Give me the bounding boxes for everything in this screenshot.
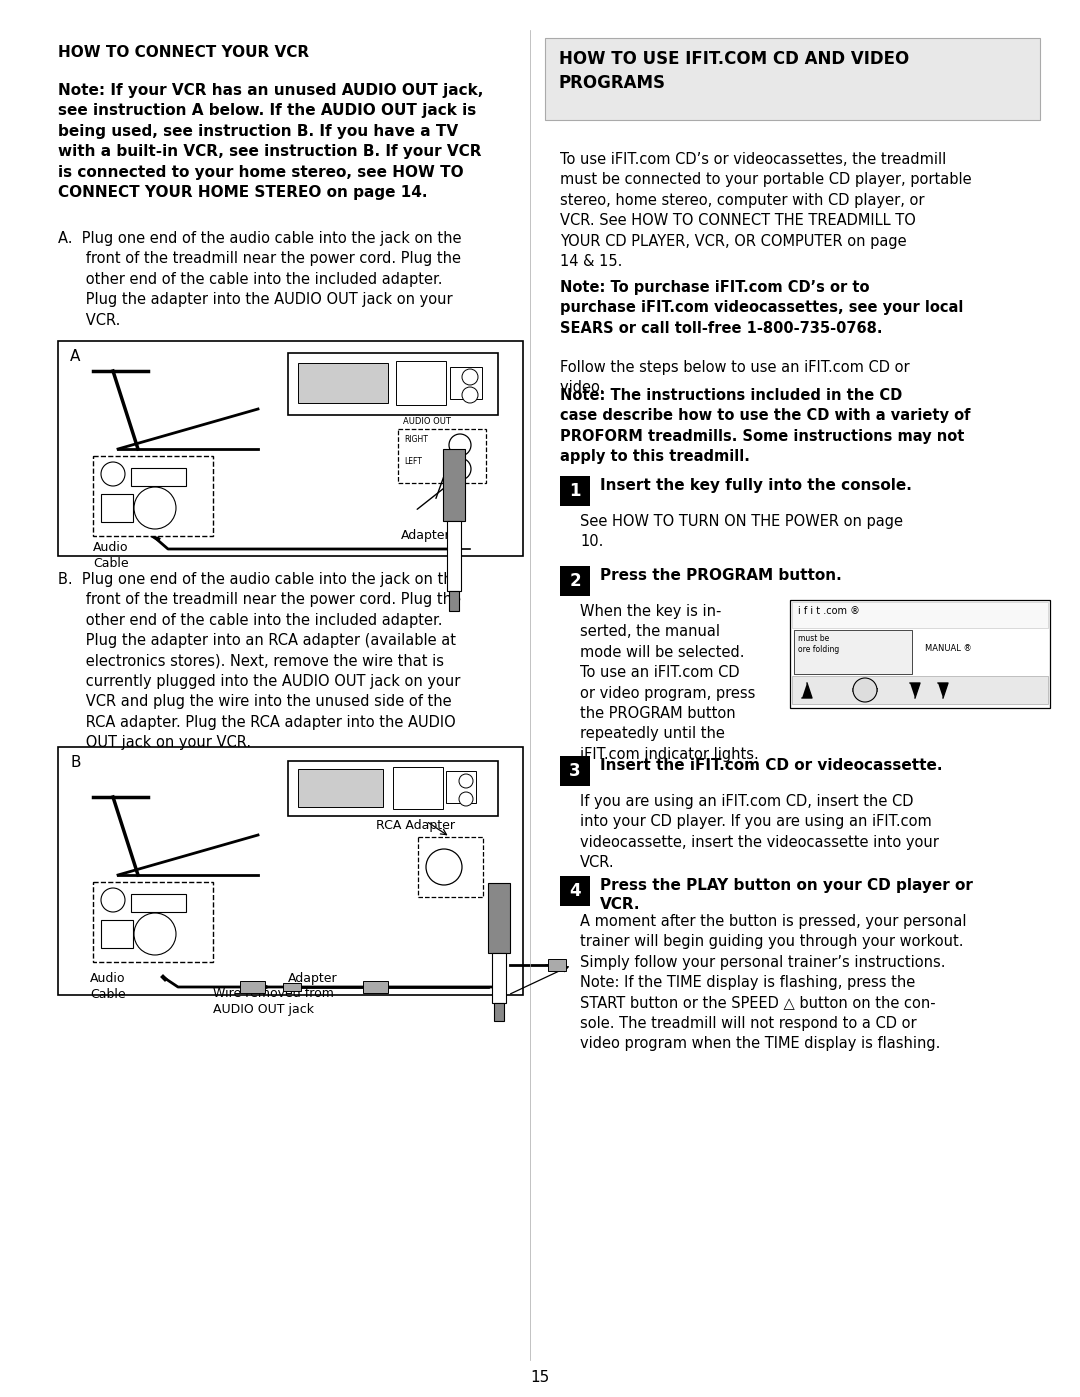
Bar xyxy=(545,38,1040,120)
Text: Press the PROGRAM button.: Press the PROGRAM button. xyxy=(600,569,841,583)
Text: Adapter: Adapter xyxy=(288,972,338,985)
Text: 4: 4 xyxy=(569,882,581,900)
Text: When the key is in-
serted, the manual
mode will be selected.
To use an iFIT.com: When the key is in- serted, the manual m… xyxy=(580,604,759,761)
Circle shape xyxy=(426,849,462,886)
Bar xyxy=(283,983,301,990)
Circle shape xyxy=(102,888,125,912)
Text: To use iFIT.com CD’s or videocassettes, the treadmill
must be connected to your : To use iFIT.com CD’s or videocassettes, … xyxy=(561,152,972,270)
Bar xyxy=(131,894,186,912)
Circle shape xyxy=(462,369,478,386)
Bar xyxy=(447,521,461,591)
Text: Wire removed from
AUDIO OUT jack: Wire removed from AUDIO OUT jack xyxy=(213,988,334,1016)
Text: A: A xyxy=(70,349,80,365)
Bar xyxy=(399,429,486,483)
Polygon shape xyxy=(910,683,920,698)
Text: LEFT: LEFT xyxy=(404,457,422,467)
Circle shape xyxy=(462,387,478,402)
Text: 3: 3 xyxy=(569,761,581,780)
Circle shape xyxy=(134,914,176,956)
Text: B.  Plug one end of the audio cable into the jack on the
      front of the trea: B. Plug one end of the audio cable into … xyxy=(58,571,461,750)
Bar xyxy=(102,921,133,949)
Text: Note: To purchase iFIT.com CD’s or to
purchase iFIT.com videocassettes, see your: Note: To purchase iFIT.com CD’s or to pu… xyxy=(561,279,963,335)
Bar xyxy=(488,883,510,953)
Text: 2: 2 xyxy=(569,571,581,590)
Text: See HOW TO TURN ON THE POWER on page
10.: See HOW TO TURN ON THE POWER on page 10. xyxy=(580,514,903,549)
Text: Note: The instructions included in the CD
case describe how to use the CD with a: Note: The instructions included in the C… xyxy=(561,388,971,464)
Bar xyxy=(288,353,498,415)
Text: Adapter: Adapter xyxy=(401,529,450,542)
Text: must be
ore folding: must be ore folding xyxy=(798,634,839,654)
Bar xyxy=(102,495,133,522)
Circle shape xyxy=(449,458,471,481)
Bar xyxy=(93,882,213,963)
Circle shape xyxy=(134,488,176,529)
Bar xyxy=(794,630,912,673)
Bar xyxy=(298,768,383,807)
Bar xyxy=(561,476,590,506)
Bar xyxy=(240,981,265,993)
Circle shape xyxy=(459,774,473,788)
Text: Insert the key fully into the console.: Insert the key fully into the console. xyxy=(600,478,912,493)
Bar xyxy=(363,981,388,993)
Bar xyxy=(443,448,465,521)
Bar xyxy=(548,958,566,971)
Text: RIGHT: RIGHT xyxy=(404,434,428,444)
Polygon shape xyxy=(802,683,812,698)
Text: MANUAL ®: MANUAL ® xyxy=(924,644,972,652)
Bar xyxy=(418,837,483,897)
Bar xyxy=(494,1003,504,1021)
Text: Press the PLAY button on your CD player or
VCR.: Press the PLAY button on your CD player … xyxy=(600,877,973,912)
Circle shape xyxy=(449,434,471,455)
Text: HOW TO USE IFIT.COM CD AND VIDEO
PROGRAMS: HOW TO USE IFIT.COM CD AND VIDEO PROGRAM… xyxy=(559,50,909,92)
Bar xyxy=(298,363,388,402)
Text: Insert the iFIT.com CD or videocassette.: Insert the iFIT.com CD or videocassette. xyxy=(600,759,943,773)
Text: If you are using an iFIT.com CD, insert the CD
into your CD player. If you are u: If you are using an iFIT.com CD, insert … xyxy=(580,793,939,870)
Bar xyxy=(446,771,476,803)
Circle shape xyxy=(459,792,473,806)
Bar xyxy=(58,341,523,556)
Bar xyxy=(288,761,498,816)
Bar xyxy=(393,767,443,809)
Text: Note: If your VCR has an unused AUDIO OUT jack,
see instruction A below. If the : Note: If your VCR has an unused AUDIO OU… xyxy=(58,82,484,200)
Text: PROGRAM: PROGRAM xyxy=(851,687,879,693)
Text: HOW TO CONNECT YOUR VCR: HOW TO CONNECT YOUR VCR xyxy=(58,45,309,60)
Text: B: B xyxy=(70,754,81,770)
Bar xyxy=(492,953,507,1003)
Text: i f i t .com ®: i f i t .com ® xyxy=(798,606,860,616)
Bar xyxy=(561,756,590,787)
Polygon shape xyxy=(939,683,948,698)
Text: AUDIO OUT: AUDIO OUT xyxy=(403,416,450,426)
Text: A moment after the button is pressed, your personal
trainer will begin guiding y: A moment after the button is pressed, yo… xyxy=(580,914,967,1052)
Text: A.  Plug one end of the audio cable into the jack on the
      front of the trea: A. Plug one end of the audio cable into … xyxy=(58,231,461,328)
Text: 1: 1 xyxy=(569,482,581,500)
Bar xyxy=(792,676,1048,704)
Bar xyxy=(561,566,590,597)
Bar xyxy=(792,602,1048,629)
Bar xyxy=(93,455,213,536)
Text: Audio
Cable: Audio Cable xyxy=(91,972,125,1002)
Circle shape xyxy=(102,462,125,486)
Text: 15: 15 xyxy=(530,1370,550,1384)
Bar xyxy=(396,360,446,405)
Bar xyxy=(449,591,459,610)
Bar xyxy=(58,747,523,995)
Text: Audio
Cable: Audio Cable xyxy=(93,541,129,570)
Text: Follow the steps below to use an iFIT.com CD or
video.: Follow the steps below to use an iFIT.co… xyxy=(561,360,909,395)
Circle shape xyxy=(853,678,877,703)
Bar xyxy=(789,599,1050,708)
Text: RCA Adapter: RCA Adapter xyxy=(376,819,455,833)
Bar xyxy=(450,367,482,400)
Bar xyxy=(561,876,590,907)
Bar xyxy=(131,468,186,486)
